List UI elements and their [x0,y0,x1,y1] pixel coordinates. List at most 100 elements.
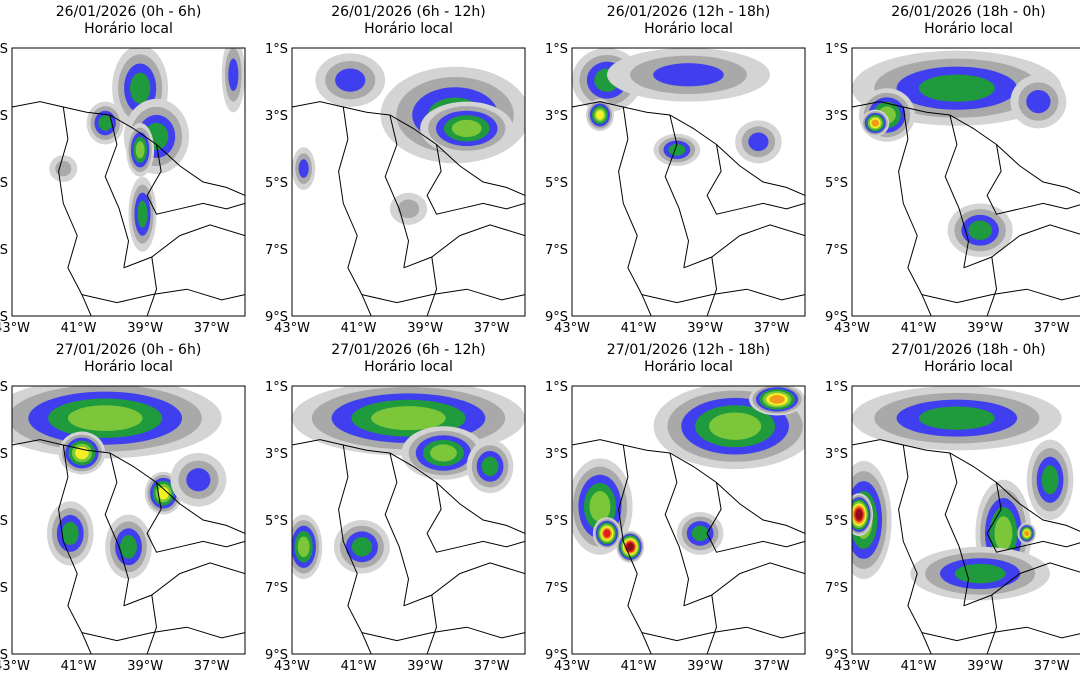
x-tick-label: 37°W [1034,321,1070,336]
precip-contour [995,516,1013,550]
precip-contour [130,73,150,104]
y-tick-label: 7°S [265,581,288,596]
precip-contour [627,543,634,551]
precip-contour [1024,530,1029,536]
precip-contour [136,141,145,158]
precip-contour [228,59,238,92]
precip-contour [137,201,147,228]
y-tick-label: 3°S [545,447,568,462]
precip-contour [430,444,457,461]
x-tick-label: 39°W [967,321,1003,336]
x-tick-label: 41°W [621,659,657,674]
precip-contour [653,63,724,86]
y-tick-label: 3°S [825,109,848,124]
y-tick-label: 7°S [825,243,848,258]
precip-contour [856,509,863,519]
x-tick-label: 37°W [754,321,790,336]
y-tick-label: 3°S [825,447,848,462]
x-tick-label: 39°W [127,659,163,674]
x-tick-label: 37°W [474,659,510,674]
y-tick-label: 1°S [825,380,848,395]
y-tick-label: 5°S [825,176,848,191]
x-tick-label: 39°W [967,659,1003,674]
x-tick-label: 37°W [754,659,790,674]
precip-contour [371,406,446,430]
precip-contour [120,535,137,558]
precip-contour [919,75,995,102]
x-tick-label: 37°W [194,321,230,336]
x-tick-label: 39°W [687,659,723,674]
y-tick-label: 1°S [0,42,8,57]
x-tick-label: 39°W [407,321,443,336]
y-tick-label: 5°S [825,514,848,529]
precip-contour [1026,90,1050,113]
x-tick-label: 41°W [621,321,657,336]
y-tick-label: 1°S [0,380,8,395]
y-tick-label: 5°S [0,514,8,529]
precipitation-map: 1°S3°S5°S7°S9°S43°W41°W39°W37°W [0,0,247,338]
x-tick-label: 43°W [274,321,310,336]
y-tick-label: 5°S [265,514,288,529]
y-tick-label: 3°S [545,109,568,124]
precip-contour [352,537,372,556]
y-tick-label: 5°S [545,514,568,529]
x-tick-label: 43°W [554,321,590,336]
y-tick-label: 1°S [825,42,848,57]
y-tick-label: 5°S [0,176,8,191]
x-tick-label: 41°W [61,321,97,336]
y-tick-label: 3°S [0,109,8,124]
x-tick-label: 37°W [474,321,510,336]
precip-contour [98,115,112,131]
x-tick-label: 39°W [407,659,443,674]
forecast-panel: 26/01/2026 (0h - 6h)Horário local1°S3°S5… [0,0,247,338]
y-tick-label: 1°S [265,42,288,57]
precip-contour [919,407,995,430]
precip-contour [769,395,784,404]
y-tick-label: 1°S [545,380,568,395]
x-tick-label: 37°W [194,659,230,674]
x-tick-label: 43°W [274,659,310,674]
precip-contour [186,468,210,491]
precip-contour [298,537,310,558]
x-tick-label: 41°W [901,659,937,674]
y-tick-label: 5°S [545,176,568,191]
x-tick-label: 41°W [901,321,937,336]
precip-contour [62,522,79,545]
precip-contour [968,221,992,240]
x-tick-label: 43°W [0,659,30,674]
x-tick-label: 41°W [341,321,377,336]
y-tick-label: 3°S [265,447,288,462]
precip-contour [55,161,71,176]
y-tick-label: 7°S [545,243,568,258]
precip-contour [748,133,768,152]
y-tick-label: 3°S [265,109,288,124]
y-tick-label: 7°S [0,581,8,596]
x-tick-label: 39°W [687,321,723,336]
x-tick-label: 43°W [554,659,590,674]
y-tick-label: 5°S [265,176,288,191]
precip-contour [452,120,482,137]
precip-contour [482,457,499,476]
y-tick-label: 1°S [545,42,568,57]
x-tick-label: 41°W [341,659,377,674]
y-tick-label: 7°S [825,581,848,596]
x-tick-label: 43°W [834,659,870,674]
precip-contour [335,69,365,92]
precip-contour [692,526,709,542]
x-tick-label: 43°W [834,321,870,336]
y-tick-label: 7°S [545,581,568,596]
precipitation-map: 1°S3°S5°S7°S9°S43°W41°W39°W37°W [0,338,247,676]
precip-contour [709,412,761,439]
precip-contour [955,564,1006,583]
x-tick-label: 43°W [0,321,30,336]
precip-contour [299,159,309,178]
